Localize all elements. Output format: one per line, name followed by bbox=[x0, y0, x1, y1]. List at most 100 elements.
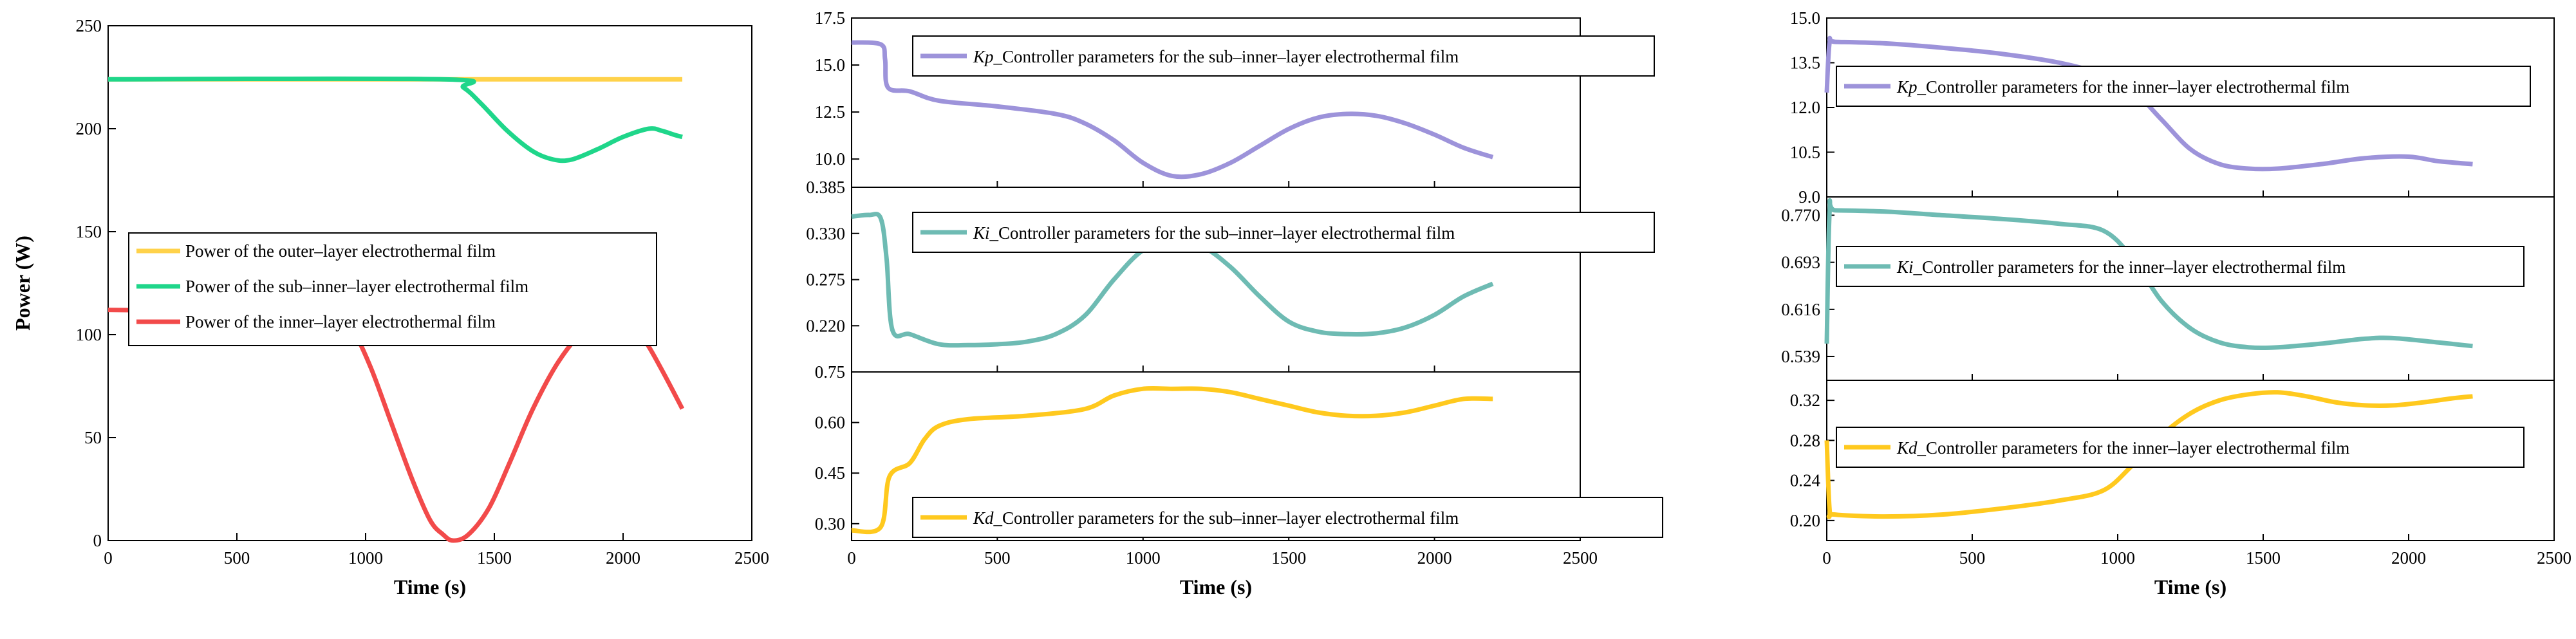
y-tick-label: 250 bbox=[76, 16, 102, 35]
y-tick-label: 0.30 bbox=[815, 514, 845, 533]
y-tick-label: 0.770 bbox=[1781, 206, 1820, 225]
power-legend: Power of the outer–layer electrothermal … bbox=[128, 232, 657, 346]
y-tick-label: 0.616 bbox=[1781, 300, 1820, 319]
series-line-kp bbox=[1824, 35, 2473, 172]
inner-pid-chart: 9.0 10.5 12.0 13.5 15.0 Kp_Controller paramet… bbox=[1781, 8, 2571, 598]
x-tick-label: 1000 bbox=[2100, 548, 2135, 568]
legend-kp: Kp_Controller parameters for the inner–l… bbox=[1836, 66, 2531, 107]
legend-label: Kd_Controller parameters for the inner–l… bbox=[1896, 438, 2349, 458]
y-tick-label: 150 bbox=[76, 222, 102, 241]
legend-ki: Ki_Controller parameters for the sub–inn… bbox=[912, 212, 1655, 253]
x-tick-label: 2000 bbox=[1417, 548, 1452, 568]
legend-separator: _ bbox=[993, 508, 1003, 528]
y-tick-label: 0.539 bbox=[1781, 347, 1820, 366]
y-tick-label: 200 bbox=[76, 119, 102, 138]
panel-kd: 0.20 0.24 0.28 0.32 Kd_Controller parameters… bbox=[1790, 380, 2555, 541]
x-tick-label: 0 bbox=[104, 548, 113, 568]
panel-frame bbox=[1826, 17, 2555, 198]
legend-param: Kp bbox=[973, 47, 994, 66]
power-chart: 0 500 1000 1500 2000 2500 0 50 100 150 200 250 Time … bbox=[11, 16, 769, 598]
panel-frame bbox=[1826, 196, 2555, 381]
x-tick-label: 1500 bbox=[2246, 548, 2281, 568]
series-line-ki bbox=[851, 212, 1494, 348]
x-tick-label: 1500 bbox=[1271, 548, 1306, 568]
legend-text: Controller parameters for the inner–laye… bbox=[1926, 438, 2349, 458]
x-tick-label: 500 bbox=[224, 548, 250, 568]
legend-kd: Kd_Controller parameters for the sub–inn… bbox=[912, 497, 1663, 538]
legend-separator: _ bbox=[1917, 438, 1927, 458]
y-tick-label: 0.32 bbox=[1790, 391, 1820, 410]
x-tick-label: 2500 bbox=[1563, 548, 1598, 568]
y-tick-label: 15.0 bbox=[815, 55, 845, 75]
y-tick-label: 0.75 bbox=[815, 362, 845, 382]
legend-label: Kp_Controller parameters for the inner–l… bbox=[1896, 77, 2349, 97]
x-tick-label: 0 bbox=[847, 548, 856, 568]
y-tick-label: 12.5 bbox=[815, 102, 845, 122]
y-tick-label: 15.0 bbox=[1790, 8, 1820, 28]
legend-kd: Kd_Controller parameters for the inner–l… bbox=[1836, 427, 2525, 468]
series-line-sub_inner bbox=[107, 76, 683, 163]
x-tick-label: 2500 bbox=[2537, 548, 2571, 568]
legend-param: Ki bbox=[1896, 257, 1914, 277]
y-tick-label: 50 bbox=[84, 428, 102, 447]
x-tick-label: 500 bbox=[1959, 548, 1986, 568]
legend-label: Power of the outer–layer electrothermal … bbox=[185, 241, 496, 261]
legend-box bbox=[1836, 66, 2531, 107]
x-tick-label: 1000 bbox=[348, 548, 383, 568]
legend-kp: Kp_Controller parameters for the sub–inn… bbox=[912, 35, 1655, 77]
legend-text: Controller parameters for the sub–inner–… bbox=[1002, 508, 1459, 528]
legend-label: Ki_Controller parameters for the inner–l… bbox=[1896, 257, 2346, 277]
y-tick-label: 100 bbox=[76, 325, 102, 344]
legend-param: Kd bbox=[973, 508, 994, 528]
x-tick-label: 1500 bbox=[477, 548, 512, 568]
legend-box bbox=[912, 35, 1655, 77]
y-tick-label: 17.5 bbox=[815, 8, 845, 28]
power-plot-frame bbox=[107, 25, 752, 541]
legend-box bbox=[912, 497, 1663, 538]
y-tick-label: 0.330 bbox=[806, 224, 845, 243]
x-axis-title: Time (s) bbox=[394, 575, 466, 598]
legend-ki: Ki_Controller parameters for the inner–l… bbox=[1836, 246, 2525, 287]
y-tick-label: 0.45 bbox=[815, 463, 845, 483]
x-tick-label: 2500 bbox=[734, 548, 769, 568]
legend-box bbox=[1836, 246, 2525, 287]
x-tick-label: 1000 bbox=[1126, 548, 1161, 568]
legend-separator: _ bbox=[1917, 77, 1927, 97]
legend-box bbox=[912, 212, 1655, 253]
panel-kp: 9.0 10.5 12.0 13.5 15.0 Kp_Controller paramet… bbox=[1790, 8, 2555, 207]
legend-label: Kd_Controller parameters for the sub–inn… bbox=[973, 508, 1459, 528]
legend-separator: _ bbox=[989, 223, 999, 243]
legend-text: Controller parameters for the inner–laye… bbox=[1926, 77, 2349, 97]
x-axis-title: Time (s) bbox=[2154, 575, 2226, 598]
legend-label: Ki_Controller parameters for the sub–inn… bbox=[973, 223, 1455, 243]
x-tick-label: 500 bbox=[984, 548, 1011, 568]
series-line-kd bbox=[1824, 390, 2473, 519]
y-tick-label: 13.5 bbox=[1790, 53, 1820, 73]
y-tick-label: 10.5 bbox=[1790, 143, 1820, 162]
y-tick-label: 0.385 bbox=[806, 178, 845, 197]
legend-label: Kp_Controller parameters for the sub–inn… bbox=[973, 47, 1459, 66]
legend-label: Power of the inner–layer electrothermal … bbox=[185, 312, 496, 331]
legend-text: Controller parameters for the sub–inner–… bbox=[998, 223, 1455, 243]
legend-separator: _ bbox=[1913, 257, 1923, 277]
legend-label: Power of the sub–inner–layer electrother… bbox=[185, 277, 528, 296]
y-tick-label: 9.0 bbox=[1798, 187, 1820, 207]
panel-kp: 10.0 12.5 15.0 17.5 Kp_Controller parameters… bbox=[815, 8, 1655, 188]
y-tick-label: 0.693 bbox=[1781, 253, 1820, 272]
panel-frame bbox=[851, 371, 1581, 541]
x-tick-label: 2000 bbox=[2391, 548, 2426, 568]
series-line-kd bbox=[851, 385, 1493, 535]
legend-text: Controller parameters for the sub–inner–… bbox=[1002, 47, 1459, 66]
legend-box bbox=[128, 232, 657, 346]
y-tick-label: 12.0 bbox=[1790, 98, 1820, 117]
sub-inner-pid-chart: 10.012.515.017.5Kp_Controller parameters… bbox=[806, 8, 1663, 598]
y-tick-label: 0.24 bbox=[1790, 471, 1821, 490]
panel-kd: 0.30 0.45 0.60 0.75 Kd_Controller parameters… bbox=[815, 362, 1663, 541]
legend-param: Kd bbox=[1896, 438, 1918, 458]
x-axis-title: Time (s) bbox=[1180, 575, 1252, 598]
y-tick-label: 0.220 bbox=[806, 316, 845, 335]
legend-param: Ki bbox=[973, 223, 990, 243]
y-tick-label: 0 bbox=[93, 531, 102, 550]
legend-separator: _ bbox=[993, 47, 1003, 66]
